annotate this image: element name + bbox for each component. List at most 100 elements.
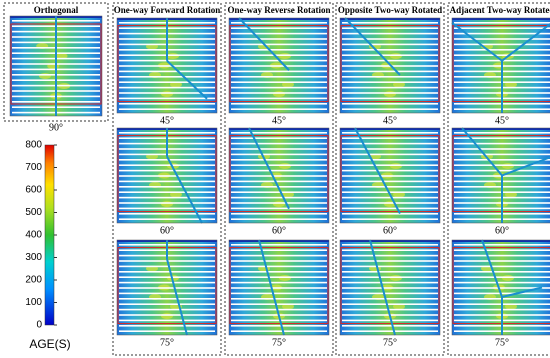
stripe — [342, 202, 438, 204]
colorbar-tick-label: 0 — [36, 320, 42, 331]
stripe — [342, 81, 438, 83]
channel — [166, 156, 203, 224]
stripe — [119, 292, 215, 295]
column-frame — [224, 2, 334, 356]
stripe — [119, 276, 215, 278]
stripe — [342, 148, 438, 150]
stripe — [231, 330, 327, 332]
stripe — [454, 49, 550, 51]
stripe — [231, 196, 327, 199]
column-frame — [112, 2, 222, 356]
stripe — [342, 132, 438, 134]
channel — [166, 258, 188, 336]
channel — [501, 156, 550, 177]
border — [228, 127, 330, 224]
stripe — [342, 169, 438, 172]
panel-title: One-way Reverse Rotation — [228, 5, 331, 15]
stripe — [231, 86, 327, 89]
stripe — [119, 103, 215, 105]
stripe — [119, 207, 215, 210]
stripe — [342, 27, 438, 29]
stripe — [231, 43, 327, 46]
panel-title: Adjacent Two-way Rotated — [450, 5, 550, 15]
stripe — [342, 244, 438, 246]
angle-label: 60° — [383, 225, 397, 236]
stripe — [119, 308, 215, 311]
top-edge — [340, 128, 440, 130]
stripe — [454, 276, 550, 278]
stripe — [119, 164, 215, 166]
channel — [501, 286, 543, 298]
stripe — [342, 142, 438, 145]
border — [451, 17, 550, 114]
stripe — [342, 103, 438, 105]
stripe — [231, 265, 327, 268]
stripe — [342, 325, 438, 327]
column-frame — [335, 2, 445, 356]
stripe — [119, 303, 215, 305]
stripe — [119, 271, 215, 273]
stripe — [119, 196, 215, 199]
panel-title: Opposite Two-way Rotated — [338, 5, 442, 15]
stripe — [119, 314, 215, 316]
outline — [340, 25, 440, 103]
stripe — [231, 108, 327, 110]
stripe — [231, 281, 327, 284]
stripe — [454, 292, 550, 295]
stripe — [231, 169, 327, 172]
orthogonal-frame — [3, 2, 109, 122]
stripe — [454, 32, 550, 35]
stripe — [342, 180, 438, 183]
border — [228, 239, 330, 336]
contour-panel — [339, 127, 441, 224]
stripe — [342, 38, 438, 40]
contour-panel — [228, 17, 330, 114]
stripe — [231, 298, 327, 300]
stripe — [454, 265, 550, 268]
channel — [248, 127, 290, 210]
stripe — [342, 108, 438, 110]
stripe — [342, 292, 438, 295]
border — [116, 127, 218, 224]
stripe — [342, 276, 438, 278]
outline — [229, 25, 329, 103]
hot-spot — [161, 91, 173, 97]
stripe — [342, 54, 438, 56]
stripe — [231, 27, 327, 29]
border — [339, 17, 441, 114]
stripe — [454, 254, 550, 257]
channel — [354, 127, 401, 214]
stripe — [231, 271, 327, 273]
stripe — [231, 254, 327, 257]
stripe — [119, 76, 215, 78]
stripe — [231, 244, 327, 246]
stripe — [342, 92, 438, 94]
channel — [461, 127, 503, 177]
stripe — [342, 218, 438, 220]
channel — [344, 17, 401, 76]
hot-spot — [273, 201, 285, 207]
stripe — [454, 244, 550, 246]
stripe — [342, 303, 438, 305]
outline — [340, 135, 440, 213]
top-edge — [452, 240, 550, 242]
angle-label: 45° — [383, 115, 397, 126]
stripe — [342, 164, 438, 166]
hot-spot — [273, 91, 285, 97]
top-edge — [452, 18, 550, 20]
hot-spot — [384, 91, 396, 97]
stripe — [119, 70, 215, 73]
stripe — [231, 164, 327, 166]
stripe — [231, 153, 327, 156]
colorbar — [44, 144, 55, 326]
stripe — [231, 92, 327, 94]
border — [339, 239, 441, 336]
stripe — [342, 249, 438, 251]
contour-panel — [339, 239, 441, 336]
contour-panel — [339, 17, 441, 114]
stripe — [342, 76, 438, 78]
border — [228, 17, 330, 114]
stripe — [454, 137, 550, 139]
stripe — [231, 38, 327, 40]
